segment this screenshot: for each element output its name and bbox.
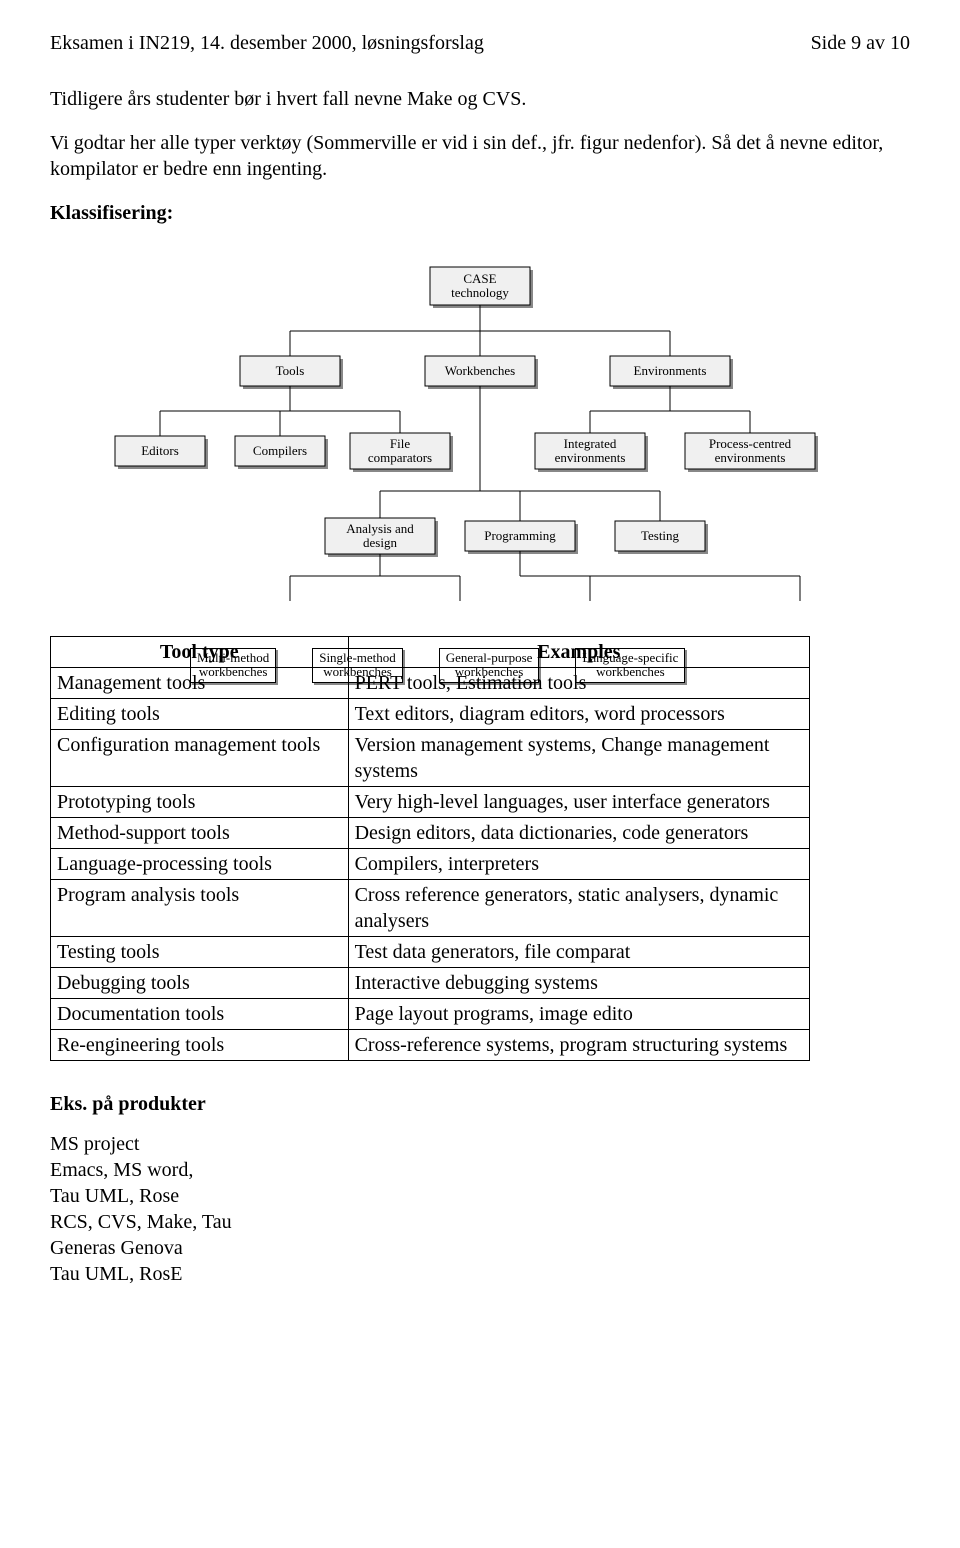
table-cell: Interactive debugging systems xyxy=(348,968,809,999)
table-row: Testing toolsTest data generators, file … xyxy=(51,937,810,968)
paragraph-2: Vi godtar her alle typer verktøy (Sommer… xyxy=(50,130,910,182)
table-row: Documentation toolsPage layout programs,… xyxy=(51,999,810,1030)
table-row: Management toolsPERT tools, Estimation t… xyxy=(51,668,810,699)
table-cell: Documentation tools xyxy=(51,999,349,1030)
page-header: Eksamen i IN219, 14. desember 2000, løsn… xyxy=(50,30,910,56)
table-cell: PERT tools, Estimation tools xyxy=(348,668,809,699)
table-cell: Prototyping tools xyxy=(51,787,349,818)
table-cell: Text editors, diagram editors, word proc… xyxy=(348,699,809,730)
diagram-svg: CASEtechnology Tools Workbenches Environmen… xyxy=(90,256,870,606)
table-cell: Cross reference generators, static analy… xyxy=(348,880,809,937)
table-cell: Configuration management tools xyxy=(51,730,349,787)
table-row: Prototyping toolsVery high-level languag… xyxy=(51,787,810,818)
svg-text:Compilers: Compilers xyxy=(253,443,307,458)
list-item: MS project xyxy=(50,1131,910,1157)
svg-text:comparators: comparators xyxy=(368,450,432,465)
paragraph-1: Tidligere års studenter bør i hvert fall… xyxy=(50,86,910,112)
svg-text:Integrated: Integrated xyxy=(564,436,617,451)
table-cell: Editing tools xyxy=(51,699,349,730)
table-cell: Language-processing tools xyxy=(51,849,349,880)
header-right: Side 9 av 10 xyxy=(811,30,910,56)
list-item: RCS, CVS, Make, Tau xyxy=(50,1209,910,1235)
svg-text:environments: environments xyxy=(555,450,626,465)
table-row: Program analysis toolsCross reference ge… xyxy=(51,880,810,937)
table-cell: Testing tools xyxy=(51,937,349,968)
table-row: Editing toolsText editors, diagram edito… xyxy=(51,699,810,730)
table-cell: Design editors, data dictionaries, code … xyxy=(348,818,809,849)
table-cell: Program analysis tools xyxy=(51,880,349,937)
table-cell: Compilers, interpreters xyxy=(348,849,809,880)
table-cell: Debugging tools xyxy=(51,968,349,999)
products-heading: Eks. på produkter xyxy=(50,1091,910,1117)
table-row: Language-processing toolsCompilers, inte… xyxy=(51,849,810,880)
svg-text:Process-centred: Process-centred xyxy=(709,436,792,451)
table-cell: Very high-level languages, user interfac… xyxy=(348,787,809,818)
products-section: Eks. på produkter MS projectEmacs, MS wo… xyxy=(50,1091,910,1287)
svg-text:Editors: Editors xyxy=(141,443,179,458)
case-diagram: CASEtechnology Tools Workbenches Environmen… xyxy=(50,256,910,606)
header-left: Eksamen i IN219, 14. desember 2000, løsn… xyxy=(50,30,484,56)
table-row: Re-engineering toolsCross-reference syst… xyxy=(51,1030,810,1061)
list-item: Emacs, MS word, xyxy=(50,1157,910,1183)
list-item: Generas Genova xyxy=(50,1235,910,1261)
svg-text:technology: technology xyxy=(451,285,509,300)
svg-text:environments: environments xyxy=(715,450,786,465)
table-row: Method-support toolsDesign editors, data… xyxy=(51,818,810,849)
list-item: Tau UML, Rose xyxy=(50,1183,910,1209)
tool-types-table: Tool typeExamplesManagement toolsPERT to… xyxy=(50,636,810,1061)
table-header: Examples xyxy=(348,637,809,668)
table-cell: Method-support tools xyxy=(51,818,349,849)
svg-text:Analysis and: Analysis and xyxy=(346,521,414,536)
products-list: MS projectEmacs, MS word,Tau UML, RoseRC… xyxy=(50,1131,910,1287)
svg-text:CASE: CASE xyxy=(463,271,496,286)
klassifisering-heading: Klassifisering: xyxy=(50,200,910,226)
table-row: Configuration management toolsVersion ma… xyxy=(51,730,810,787)
table-cell: Page layout programs, image edito xyxy=(348,999,809,1030)
list-item: Tau UML, RosE xyxy=(50,1261,910,1287)
svg-text:Programming: Programming xyxy=(484,528,556,543)
svg-text:File: File xyxy=(390,436,410,451)
table-cell: Version management systems, Change manag… xyxy=(348,730,809,787)
svg-text:Workbenches: Workbenches xyxy=(445,363,515,378)
table-cell: Management tools xyxy=(51,668,349,699)
table-header: Tool type xyxy=(51,637,349,668)
svg-text:Testing: Testing xyxy=(641,528,680,543)
svg-text:Tools: Tools xyxy=(276,363,305,378)
table-row: Debugging toolsInteractive debugging sys… xyxy=(51,968,810,999)
svg-text:Environments: Environments xyxy=(634,363,707,378)
svg-text:design: design xyxy=(363,535,397,550)
table-cell: Test data generators, file comparat xyxy=(348,937,809,968)
table-cell: Cross-reference systems, program structu… xyxy=(348,1030,809,1061)
table-cell: Re-engineering tools xyxy=(51,1030,349,1061)
